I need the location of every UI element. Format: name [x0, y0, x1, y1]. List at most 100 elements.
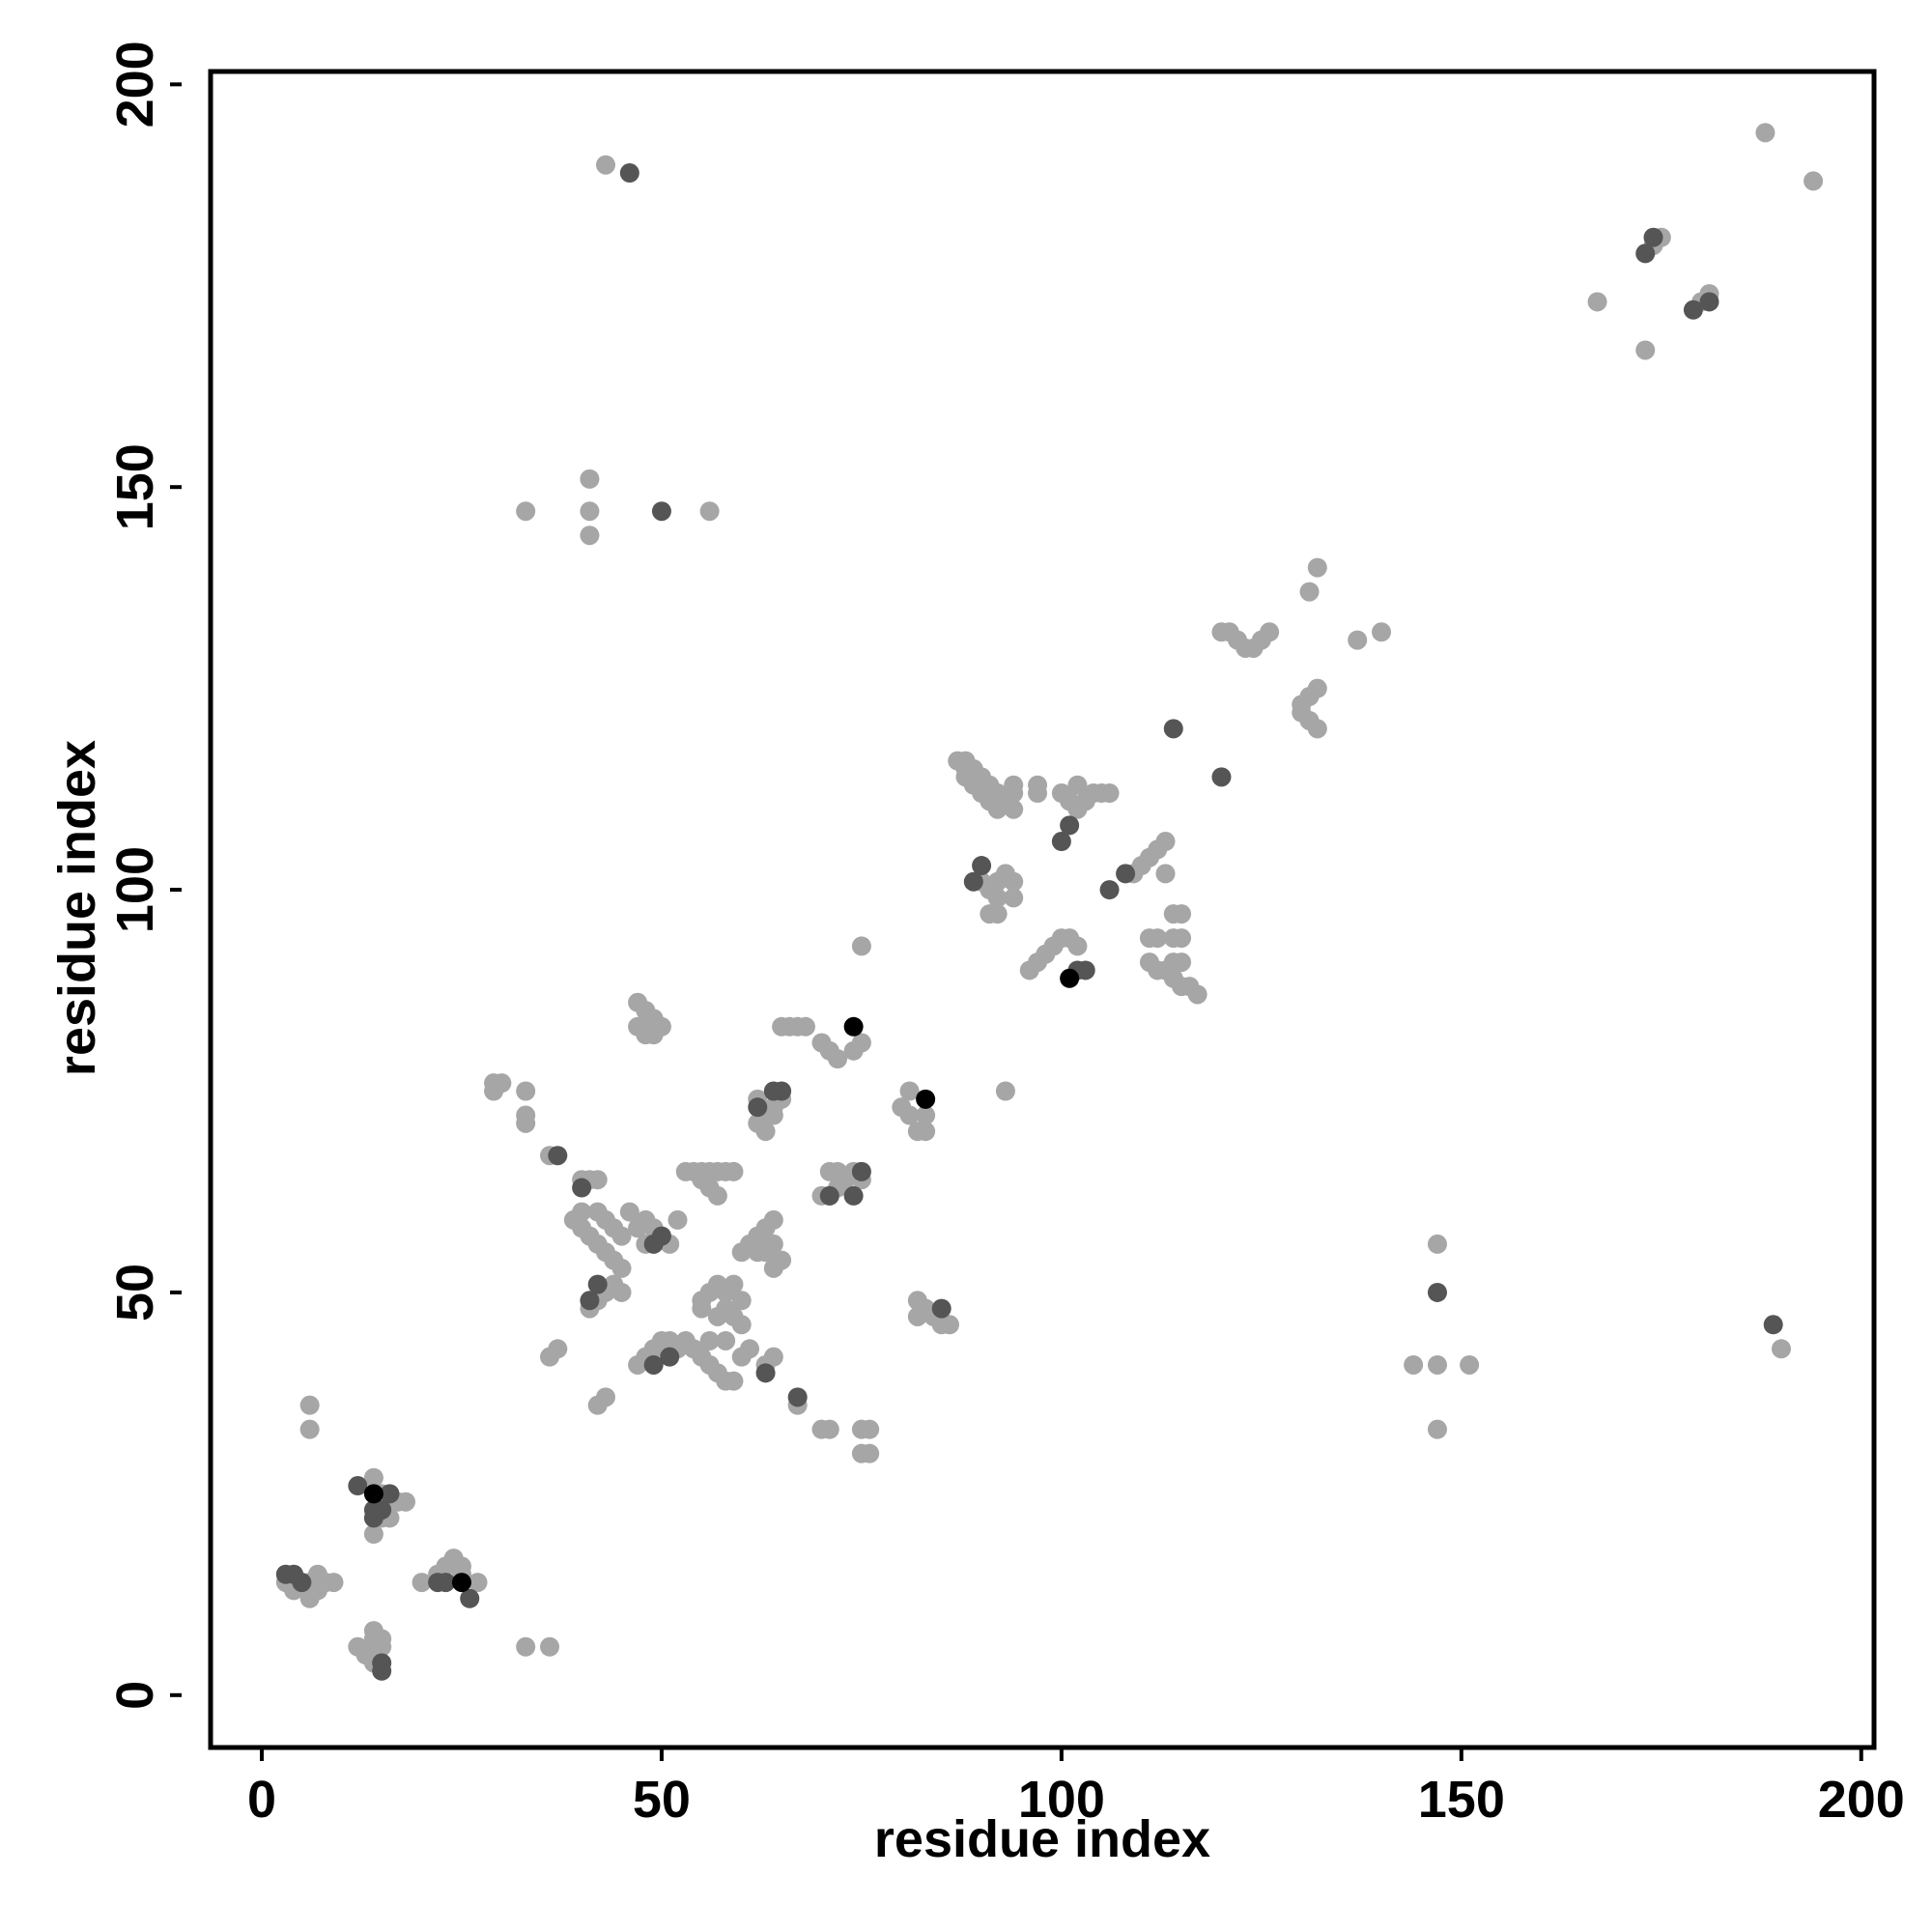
- point: [587, 1170, 608, 1190]
- point: [1004, 871, 1024, 892]
- point: [963, 871, 983, 892]
- point: [939, 1315, 959, 1335]
- point: [851, 1161, 871, 1181]
- point: [1060, 815, 1080, 836]
- point: [1635, 340, 1656, 360]
- point: [1051, 832, 1071, 852]
- point: [628, 1218, 648, 1238]
- point: [1163, 719, 1183, 739]
- point: [299, 1395, 320, 1415]
- point: [1172, 952, 1192, 973]
- point: [707, 1306, 727, 1326]
- point: [1755, 123, 1776, 143]
- point: [1067, 936, 1088, 956]
- point: [1307, 678, 1327, 698]
- point: [819, 1419, 839, 1439]
- point: [916, 1105, 936, 1125]
- point: [731, 1315, 752, 1335]
- point: [851, 1033, 871, 1053]
- point: [611, 1282, 632, 1302]
- point: [1155, 864, 1176, 884]
- point: [348, 1476, 368, 1496]
- point: [828, 1161, 848, 1181]
- point: [580, 526, 600, 546]
- point: [460, 1588, 480, 1608]
- point: [1427, 1419, 1447, 1439]
- point: [651, 1016, 671, 1037]
- point: [724, 1371, 744, 1391]
- point: [1307, 719, 1327, 739]
- point: [595, 155, 615, 175]
- point: [716, 1330, 736, 1350]
- point: [1067, 775, 1088, 795]
- point: [748, 1242, 768, 1263]
- point: [899, 1081, 920, 1101]
- point: [739, 1339, 759, 1359]
- point: [1763, 1315, 1783, 1335]
- point: [1099, 783, 1120, 804]
- point: [987, 904, 1008, 924]
- point: [1307, 557, 1327, 578]
- point: [1148, 928, 1168, 949]
- point: [828, 1049, 848, 1069]
- point: [372, 1653, 392, 1673]
- point: [451, 1573, 471, 1593]
- point: [1172, 928, 1192, 949]
- point: [660, 1347, 680, 1367]
- point: [363, 1484, 384, 1504]
- point: [484, 1081, 504, 1101]
- point: [724, 1274, 744, 1294]
- point: [972, 856, 992, 876]
- x-tick-label: 200: [1818, 1771, 1905, 1829]
- x-tick-label: 150: [1418, 1771, 1505, 1829]
- point: [396, 1492, 416, 1512]
- point: [1771, 1339, 1791, 1359]
- y-tick-label: 200: [106, 41, 164, 128]
- point: [1155, 832, 1176, 852]
- point: [363, 1467, 384, 1488]
- point: [916, 1089, 936, 1109]
- point: [860, 1443, 880, 1463]
- point: [516, 1636, 536, 1657]
- point: [851, 936, 871, 956]
- point: [1460, 1354, 1480, 1375]
- y-tick-label: 100: [106, 846, 164, 933]
- point: [1299, 582, 1320, 602]
- point: [1187, 984, 1208, 1005]
- point: [372, 1500, 392, 1520]
- point: [1211, 767, 1232, 787]
- point: [1683, 299, 1703, 320]
- point: [907, 1306, 927, 1326]
- x-tick-label: 100: [1018, 1771, 1105, 1829]
- point: [1587, 292, 1607, 312]
- point: [987, 799, 1008, 819]
- point: [299, 1419, 320, 1439]
- point: [412, 1573, 432, 1593]
- point: [755, 1122, 776, 1142]
- point: [1019, 960, 1039, 980]
- point: [899, 1105, 920, 1125]
- point: [324, 1573, 344, 1593]
- point: [619, 1202, 639, 1222]
- point: [643, 1354, 664, 1375]
- point: [1004, 799, 1024, 819]
- point: [516, 1081, 536, 1101]
- point: [651, 1226, 671, 1246]
- point: [572, 1202, 592, 1222]
- point: [1804, 171, 1824, 191]
- point: [987, 888, 1008, 908]
- point: [1099, 880, 1120, 900]
- point: [763, 1347, 783, 1367]
- point: [1004, 888, 1024, 908]
- y-axis-label: residue index: [48, 740, 106, 1076]
- point: [611, 1258, 632, 1278]
- point: [692, 1298, 712, 1319]
- point: [540, 1636, 560, 1657]
- point: [1028, 783, 1048, 804]
- point: [748, 1097, 768, 1118]
- point: [363, 1524, 384, 1545]
- point: [1348, 630, 1368, 650]
- y-tick-label: 0: [106, 1681, 164, 1710]
- point: [1427, 1354, 1447, 1375]
